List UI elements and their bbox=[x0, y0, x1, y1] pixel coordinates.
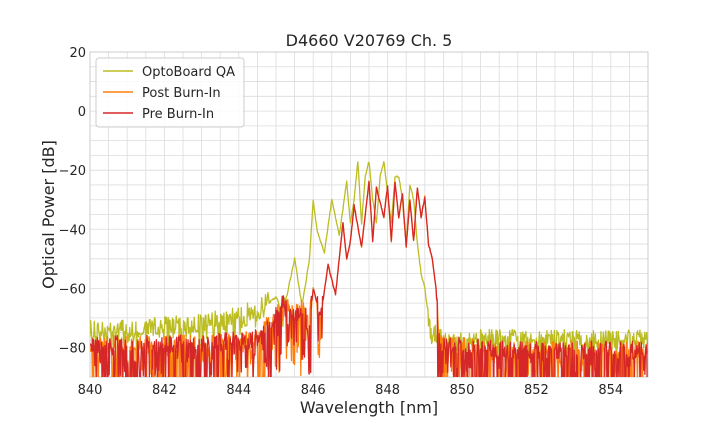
legend-label-optoboard-qa: OptoBoard QA bbox=[142, 65, 235, 80]
y-tick-labels: 20 0 −20 −40 −60 −80 bbox=[59, 46, 86, 356]
x-tick-label: 846 bbox=[301, 383, 326, 398]
y-tick-label: −40 bbox=[59, 223, 86, 238]
plot-frame bbox=[89, 51, 649, 378]
x-axis-label: Wavelength [nm] bbox=[300, 398, 438, 417]
x-tick-labels: 840 842 844 846 848 850 852 854 bbox=[78, 383, 624, 398]
legend-label-post-burn-in: Post Burn-In bbox=[142, 86, 221, 101]
y-tick-label: 0 bbox=[78, 105, 86, 120]
x-tick-label: 852 bbox=[524, 383, 549, 398]
x-tick-label: 842 bbox=[152, 383, 177, 398]
x-tick-label: 848 bbox=[375, 383, 400, 398]
series-line-pre-burn-in bbox=[90, 180, 648, 377]
chart-title: D4660 V20769 Ch. 5 bbox=[286, 31, 453, 50]
x-tick-label: 844 bbox=[226, 383, 251, 398]
legend-label-pre-burn-in: Pre Burn-In bbox=[142, 107, 214, 122]
x-tick-label: 850 bbox=[450, 383, 475, 398]
series-layer bbox=[90, 161, 648, 377]
y-tick-label: −80 bbox=[59, 341, 86, 356]
x-tick-label: 840 bbox=[78, 383, 103, 398]
x-tick-label: 854 bbox=[598, 383, 623, 398]
y-tick-label: −60 bbox=[59, 282, 86, 297]
y-axis-label: Optical Power [dB] bbox=[39, 140, 58, 289]
y-tick-label: −20 bbox=[59, 164, 86, 179]
y-tick-label: 20 bbox=[69, 46, 86, 61]
series-line-optoboard-qa bbox=[90, 161, 648, 364]
legend: OptoBoard QA Post Burn-In Pre Burn-In bbox=[95, 57, 245, 128]
legend-box bbox=[95, 57, 245, 128]
